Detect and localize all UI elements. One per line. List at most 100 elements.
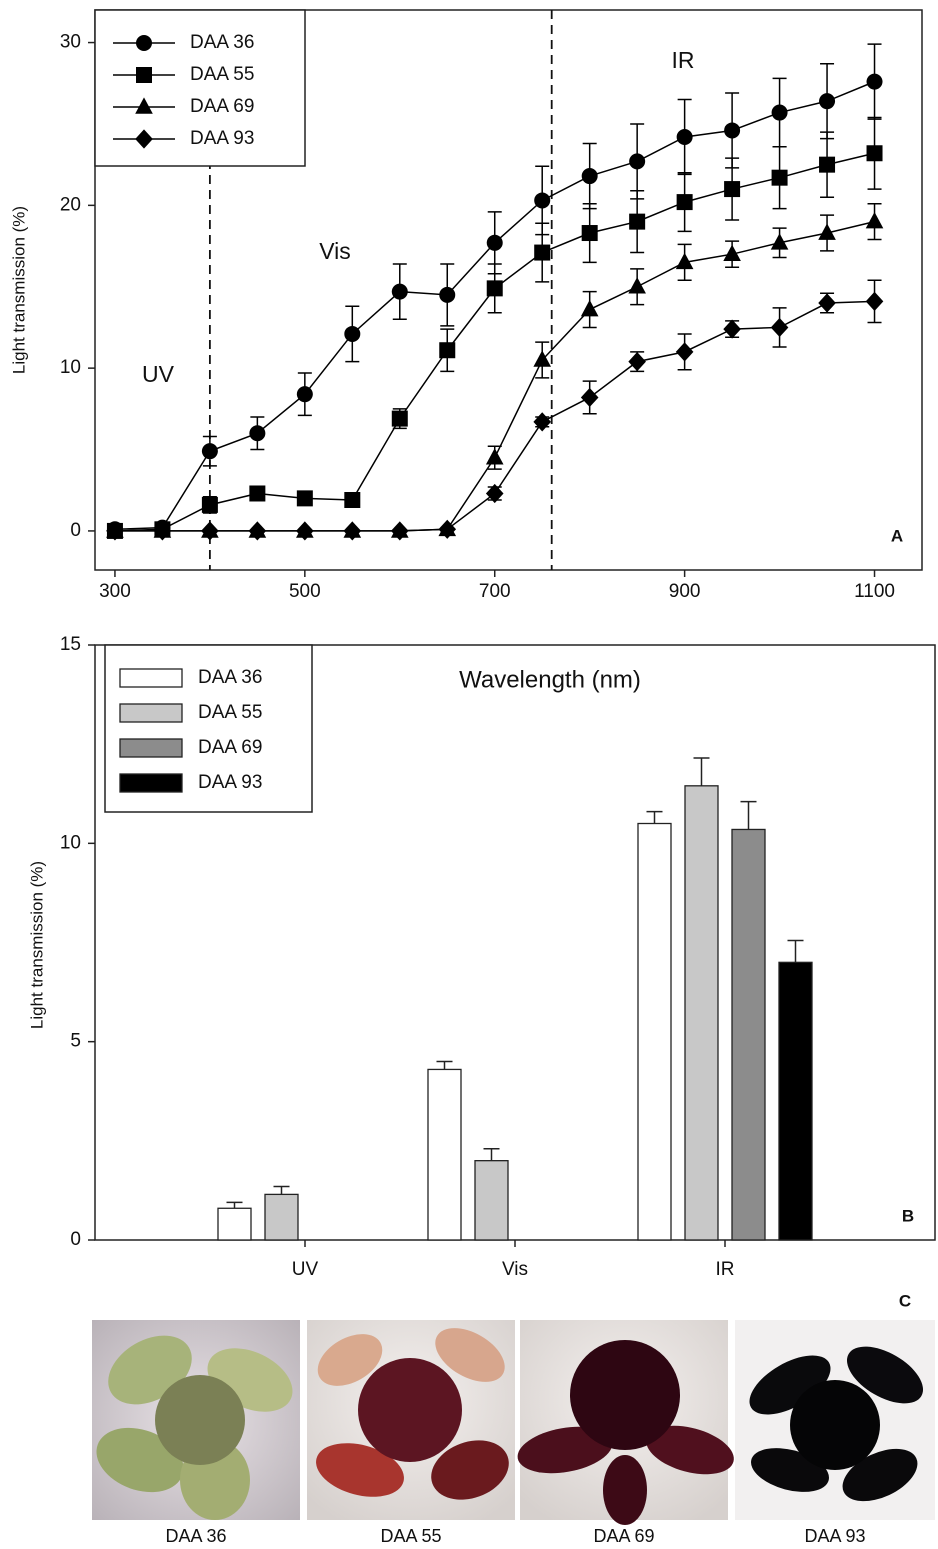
marker [771,104,788,121]
marker [106,521,124,541]
y-axis-label: Light transmission (%) [27,861,46,1029]
bar [778,961,813,1241]
error-bar [787,939,804,963]
marker [296,386,313,403]
legend-swatch [119,703,183,723]
marker [296,521,314,541]
y-tick-label: 15 [60,634,81,655]
marker [675,342,694,362]
marker [770,317,789,338]
x-tick-label: Vis [502,1259,528,1280]
panel-label: C [899,1291,911,1310]
x-tick-label: 500 [289,581,321,602]
marker [135,97,153,114]
marker [201,496,218,513]
bar [217,1207,252,1241]
marker [343,521,362,541]
marker [439,342,456,359]
y-tick-label: 30 [60,32,81,53]
marker [438,519,457,539]
marker [581,168,598,185]
marker [533,350,552,367]
legend-label: DAA 36 [198,667,262,688]
marker [486,234,503,251]
marker [580,387,599,408]
legend-label: DAA 93 [198,772,262,793]
bar [427,1068,462,1241]
legend-label: DAA 55 [190,64,254,85]
marker [629,153,646,170]
y-axis-label: Light transmission (%) [9,206,28,374]
marker [136,67,152,83]
legend-swatch [119,738,183,758]
y-tick-label: 0 [70,520,81,541]
marker [391,410,408,427]
marker [486,280,503,297]
legend-label: DAA 69 [190,96,254,117]
marker [390,521,409,541]
marker [724,122,741,139]
y-tick-label: 10 [60,832,81,853]
legend-box [94,9,306,167]
region-label: UV [142,361,175,387]
region-label: Vis [319,238,351,264]
photo-caption: DAA 93 [804,1526,865,1546]
marker [249,485,266,502]
marker [771,169,788,186]
marker [135,129,153,149]
marker [344,492,361,508]
marker [819,93,836,110]
bar [264,1193,299,1241]
y-tick-label: 10 [60,357,81,378]
y-tick-label: 0 [70,1229,81,1250]
marker [819,156,836,173]
marker [818,223,836,240]
marker [580,299,599,317]
x-tick-label: 1100 [854,581,895,602]
legend-swatch [119,773,183,793]
legend-label: DAA 36 [190,32,254,53]
error-bar [483,1148,500,1161]
bar [684,785,719,1241]
marker [865,291,884,311]
x-tick-label: 700 [479,581,511,602]
x-axis-label: Wavelength (nm) [459,666,641,693]
y-tick-label: 5 [70,1031,81,1052]
marker [628,352,646,372]
marker [153,521,172,541]
marker [296,490,313,507]
marker [723,244,741,261]
marker [723,319,741,339]
marker [485,483,504,504]
marker [534,192,551,209]
marker [770,233,789,250]
marker [533,412,552,432]
x-tick-label: UV [292,1259,319,1280]
marker [676,128,693,145]
error-bar [273,1185,290,1195]
marker [818,293,836,313]
marker [865,212,884,229]
legend-label: DAA 93 [190,128,254,149]
marker [249,425,266,442]
x-tick-label: IR [716,1259,735,1280]
x-tick-label: 900 [669,581,701,602]
photo [307,1320,515,1520]
region-label: IR [672,47,695,73]
x-tick-label: 300 [99,581,131,602]
photo [92,1320,300,1520]
marker [201,443,218,460]
error-bar [436,1060,453,1070]
panel-label: A [891,526,903,545]
marker [866,145,883,162]
marker [676,194,693,211]
bar [731,828,766,1241]
marker [628,277,646,294]
marker [344,325,361,342]
error-bar [226,1201,243,1209]
legend-label: DAA 69 [198,737,262,758]
marker [675,252,694,270]
series-line [114,152,875,532]
marker [201,521,219,541]
